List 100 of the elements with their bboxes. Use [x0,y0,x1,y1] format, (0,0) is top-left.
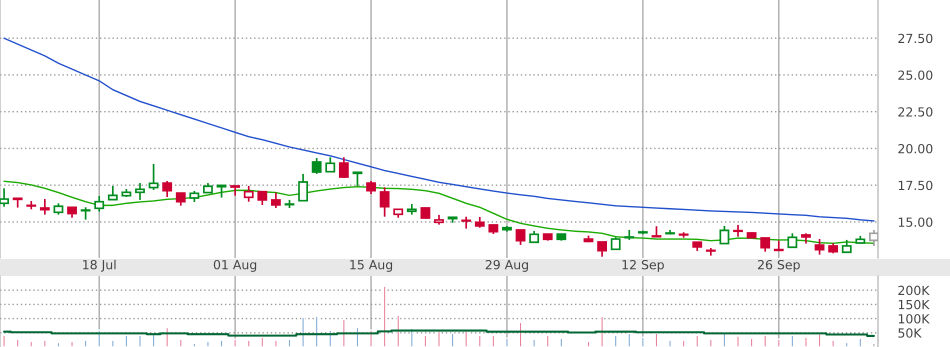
bar [16,338,20,347]
candlestick [338,156,349,179]
bar [220,339,224,347]
bar [844,342,849,347]
candlestick [230,185,240,197]
bar [750,338,754,347]
y-tick-label: 20.00 [898,144,932,154]
bar [246,339,251,347]
bar [763,334,768,347]
bar [70,340,74,347]
candlestick [516,229,526,246]
candlestick [0,187,9,208]
x-tick-label: 26 Sep [758,260,800,272]
bar [776,338,781,347]
candlestick [652,225,662,238]
candlestick [216,184,226,198]
candlestick [610,236,621,250]
bar [42,339,47,347]
bar [437,330,441,347]
candlestick [108,185,118,200]
bar [491,334,496,347]
y-tick-label: 15.00 [898,217,932,227]
bar [695,334,700,347]
candlestick [270,192,281,209]
bar [804,336,808,347]
candlestick [801,232,811,244]
bar [423,334,428,347]
candlestick [257,190,268,206]
candlestick [828,242,838,254]
candlestick [720,225,730,244]
bar [233,338,238,347]
candlestick [787,232,798,248]
bar [450,332,455,347]
candlestick [325,156,336,173]
bar [178,338,183,347]
candlestick [842,239,852,254]
candlestick [529,230,540,244]
y-tick-label: 22.50 [898,107,932,117]
bar [818,333,822,347]
candlestick [366,180,376,195]
y-tick-label: 50K [898,328,922,338]
bar [84,339,88,347]
bar [301,316,306,347]
x-tick-label: 01 Aug [214,260,256,272]
candlestick [244,185,254,203]
candlestick [189,190,200,203]
bar [382,286,387,347]
bar [627,332,632,347]
bar [614,334,618,347]
bar [654,332,658,347]
candlestick [54,202,64,216]
x-tick-label: 29 Aug [486,260,528,272]
bar [356,326,360,347]
bar [110,339,115,347]
x-tick-label: 15 Aug [350,260,392,272]
candlestick [380,186,390,218]
candlestick [203,182,213,194]
y-tick-label: 200K [898,286,930,296]
candlestick [40,198,50,216]
y-tick-label: 17.50 [898,180,932,190]
bar [192,342,196,347]
candlestick [176,192,186,206]
candlestick [352,171,362,187]
bar [505,338,509,347]
candlestick [312,157,322,175]
candlestick [148,163,158,191]
candlestick [80,206,91,220]
candlestick [420,206,430,220]
candlestick [12,197,23,208]
candlestick [135,182,145,201]
candlestick [774,240,784,252]
bar [600,316,604,347]
bar [559,338,564,347]
bar [29,340,34,347]
candlestick [94,195,104,213]
x-tick-label: 18 Jul [83,260,116,272]
bar [546,334,550,347]
line-series [3,38,875,222]
bar [640,336,645,347]
bar [586,340,590,347]
bar [708,338,713,347]
candlestick [488,224,498,235]
bar [682,339,686,347]
bar [2,334,6,347]
bar [152,334,156,347]
candlestick [461,216,472,230]
candlestick [597,241,608,258]
candlestick [406,203,417,216]
candlestick [67,206,77,219]
candlestick [434,214,444,226]
candlestick [474,216,485,229]
bar [206,340,210,347]
bar [124,334,128,347]
bar [260,336,264,347]
bar [668,339,672,347]
candlestick [298,173,308,202]
candlestick [624,229,634,241]
bar [138,334,142,347]
x-tick-label: 12 Sep [622,260,664,272]
candlestick [814,238,824,256]
